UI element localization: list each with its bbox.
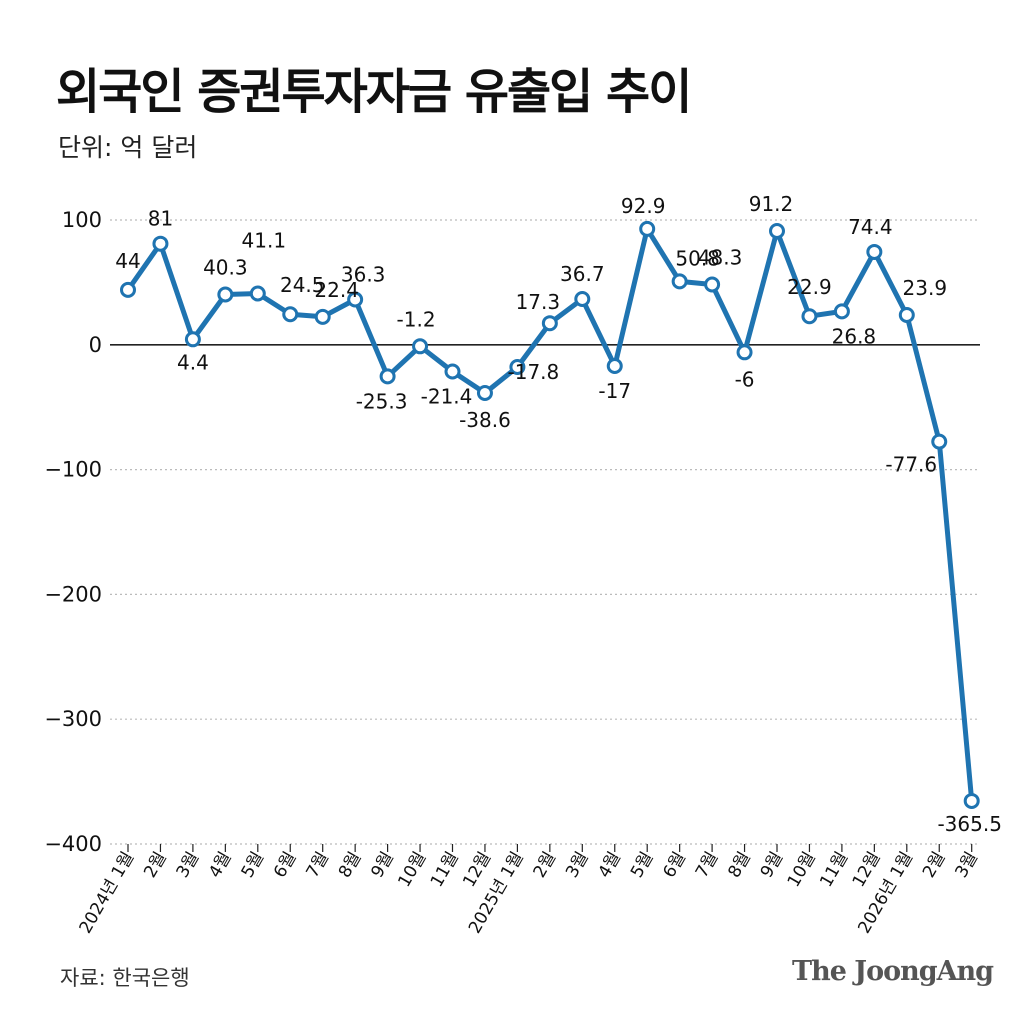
x-tick-label: 6월: [270, 849, 301, 882]
data-label: -21.4: [421, 385, 473, 409]
data-label: 26.8: [832, 324, 877, 348]
data-point: [671, 273, 688, 290]
data-label: -17: [598, 379, 631, 403]
data-label: -17.8: [508, 360, 560, 384]
y-tick-label: 100: [62, 208, 102, 232]
x-tick-label: 9월: [757, 849, 788, 882]
x-tick-label: 8월: [335, 849, 366, 882]
x-tick-label: 2024년 1월: [76, 849, 139, 938]
data-point: [963, 792, 980, 809]
x-tick-label: 5월: [627, 849, 658, 882]
data-point: [314, 308, 331, 325]
x-tick-label: 3월: [951, 849, 982, 882]
data-point: [898, 306, 915, 323]
x-tick-label: 5월: [238, 849, 269, 882]
data-label: 81: [148, 207, 173, 231]
data-label: -365.5: [937, 812, 1001, 836]
data-label: -38.6: [459, 408, 511, 432]
data-label: 36.7: [560, 262, 605, 286]
x-tick-label: 7월: [302, 849, 333, 882]
y-tick-label: −100: [44, 458, 102, 482]
data-label: 17.3: [516, 290, 561, 314]
data-point: [931, 433, 948, 450]
data-point: [769, 222, 785, 239]
y-tick-label: −200: [44, 582, 102, 606]
data-label: -6: [735, 367, 755, 391]
data-point: [866, 243, 883, 260]
data-label: 40.3: [203, 256, 248, 280]
data-point: [347, 291, 364, 308]
data-label: 4.4: [177, 350, 209, 374]
data-point: [541, 315, 558, 332]
data-point: [379, 368, 396, 385]
data-point: [639, 220, 656, 237]
data-point: [476, 384, 493, 401]
data-point: [736, 344, 753, 361]
data-label: -77.6: [885, 453, 937, 477]
data-label: 74.4: [848, 215, 893, 239]
data-label: 23.9: [903, 276, 948, 300]
x-tick-label: 10월: [784, 849, 820, 891]
x-tick-label: 11월: [816, 849, 852, 891]
data-label: -1.2: [397, 307, 436, 331]
data-label: 44: [115, 249, 140, 273]
data-label: 92.9: [621, 194, 666, 218]
x-tick-label: 3월: [562, 849, 593, 882]
x-tick-label: 2월: [919, 849, 950, 882]
data-point: [249, 285, 266, 302]
data-point: [282, 306, 299, 323]
x-tick-label: 2월: [140, 849, 171, 882]
x-tick-label: 8월: [724, 849, 755, 882]
x-tick-label: 6월: [659, 849, 690, 882]
y-tick-label: −400: [44, 832, 102, 856]
x-tick-label: 4월: [205, 849, 236, 882]
brand-logo: The JoongAng: [792, 956, 994, 987]
data-point: [184, 331, 201, 348]
x-tick-label: 3월: [173, 849, 204, 882]
data-label: 91.2: [749, 192, 794, 216]
data-label: 41.1: [242, 229, 287, 253]
data-label: 48.3: [698, 246, 743, 270]
data-point: [606, 358, 623, 375]
data-label: 50.8: [675, 246, 720, 270]
data-label: 22.9: [787, 275, 832, 299]
data-point: [444, 363, 461, 380]
y-tick-label: −300: [44, 707, 102, 731]
chart-title: 외국인 증권투자자금 유출입 추이: [56, 64, 692, 120]
data-point: [509, 359, 526, 376]
x-tick-label: 4월: [595, 849, 626, 882]
data-point: [120, 281, 136, 298]
x-tick-label: 2월: [530, 849, 561, 882]
data-point: [704, 276, 721, 293]
data-point: [152, 235, 169, 252]
y-tick-label: 0: [89, 333, 102, 357]
data-label: -25.3: [356, 389, 408, 413]
x-tick-label: 11월: [427, 849, 463, 891]
unit-label: 단위: 억 달러: [58, 133, 198, 162]
data-label: 36.3: [341, 262, 386, 286]
x-tick-label: 9월: [367, 849, 398, 882]
data-point: [217, 286, 234, 303]
data-label: 22.4: [314, 278, 359, 302]
data-point: [833, 303, 850, 320]
data-point: [801, 308, 818, 325]
x-tick-label: 10월: [394, 849, 430, 891]
source-note: 자료: 한국은행: [60, 966, 190, 990]
data-point: [412, 338, 429, 355]
data-label: 24.5: [280, 273, 325, 297]
data-point: [574, 290, 591, 307]
x-tick-label: 7월: [692, 849, 723, 882]
